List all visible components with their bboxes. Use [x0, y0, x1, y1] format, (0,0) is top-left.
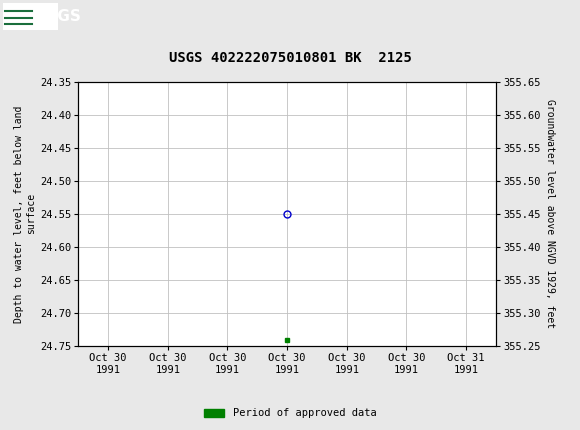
Y-axis label: Groundwater level above NGVD 1929, feet: Groundwater level above NGVD 1929, feet	[545, 99, 554, 329]
Legend: Period of approved data: Period of approved data	[200, 404, 380, 423]
Text: USGS 402222075010801 BK  2125: USGS 402222075010801 BK 2125	[169, 51, 411, 65]
Bar	[3, 3, 58, 30]
Y-axis label: Depth to water level, feet below land
surface: Depth to water level, feet below land su…	[14, 105, 36, 322]
Text: USGS: USGS	[35, 9, 82, 24]
